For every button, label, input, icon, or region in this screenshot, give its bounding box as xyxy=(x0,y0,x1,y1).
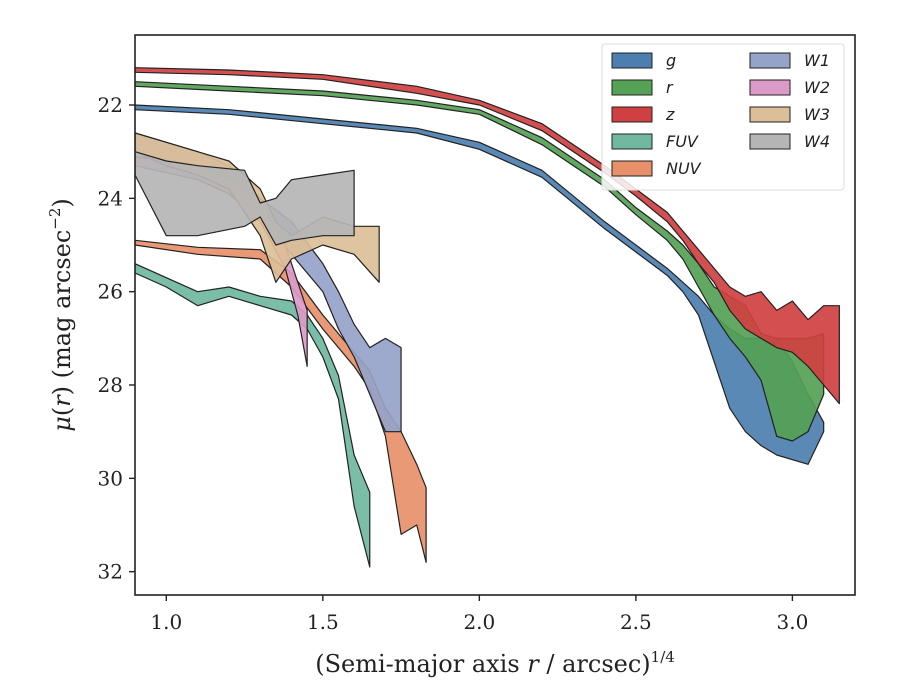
legend-label-w3: W3 xyxy=(804,105,830,124)
legend-label-w1: W1 xyxy=(804,51,830,70)
legend-swatch-w4 xyxy=(749,133,791,150)
y-tick-label: 32 xyxy=(98,560,123,584)
y-tick-label: 30 xyxy=(98,466,123,490)
legend-label-w2: W2 xyxy=(804,78,830,97)
legend-label-w4: W4 xyxy=(804,132,830,151)
y-tick-label: 22 xyxy=(98,93,123,117)
legend-label-nuv: NUV xyxy=(666,159,702,178)
x-tick-label: 1.5 xyxy=(307,610,339,634)
legend-swatch-nuv xyxy=(611,160,653,177)
legend: grz FUV NUV W1 W2 W3 W4 xyxy=(601,43,845,191)
x-tick-label: 2.0 xyxy=(463,610,495,634)
legend-swatch-z xyxy=(611,106,653,123)
axes-frame xyxy=(134,34,856,596)
x-tick-label: 3.0 xyxy=(776,610,808,634)
band-w4 xyxy=(135,151,355,246)
y-tick-label: 26 xyxy=(98,280,123,304)
x-tick-label: 2.5 xyxy=(620,610,652,634)
legend-label-z: z xyxy=(665,105,675,124)
legend-label-g: g xyxy=(666,51,676,70)
band-fuv xyxy=(135,263,371,568)
y-axis-title: μ(r) (mag arcsec−2) xyxy=(46,198,76,432)
legend-label-fuv: FUV xyxy=(666,132,699,151)
plot-area xyxy=(135,67,840,568)
band-nuv xyxy=(135,239,427,563)
legend-swatch-w2 xyxy=(749,79,791,96)
legend-swatch-fuv xyxy=(611,133,653,150)
legend-swatch-w3 xyxy=(749,106,791,123)
legend-label-r: r xyxy=(666,78,674,97)
legend-swatch-r xyxy=(611,79,653,96)
legend-swatch-g xyxy=(611,52,653,69)
band-g xyxy=(135,104,825,465)
y-tick-label: 28 xyxy=(98,373,123,397)
x-tick-label: 1.0 xyxy=(150,610,182,634)
y-tick-label: 24 xyxy=(98,186,123,210)
axis-ticks: 1.0 1.5 2.0 2.5 3.0 22 24 26 28 30 32 xyxy=(98,93,809,634)
x-axis-title: (Semi-major axis r / arcsec)1/4 xyxy=(315,648,675,678)
legend-swatch-w1 xyxy=(749,52,791,69)
